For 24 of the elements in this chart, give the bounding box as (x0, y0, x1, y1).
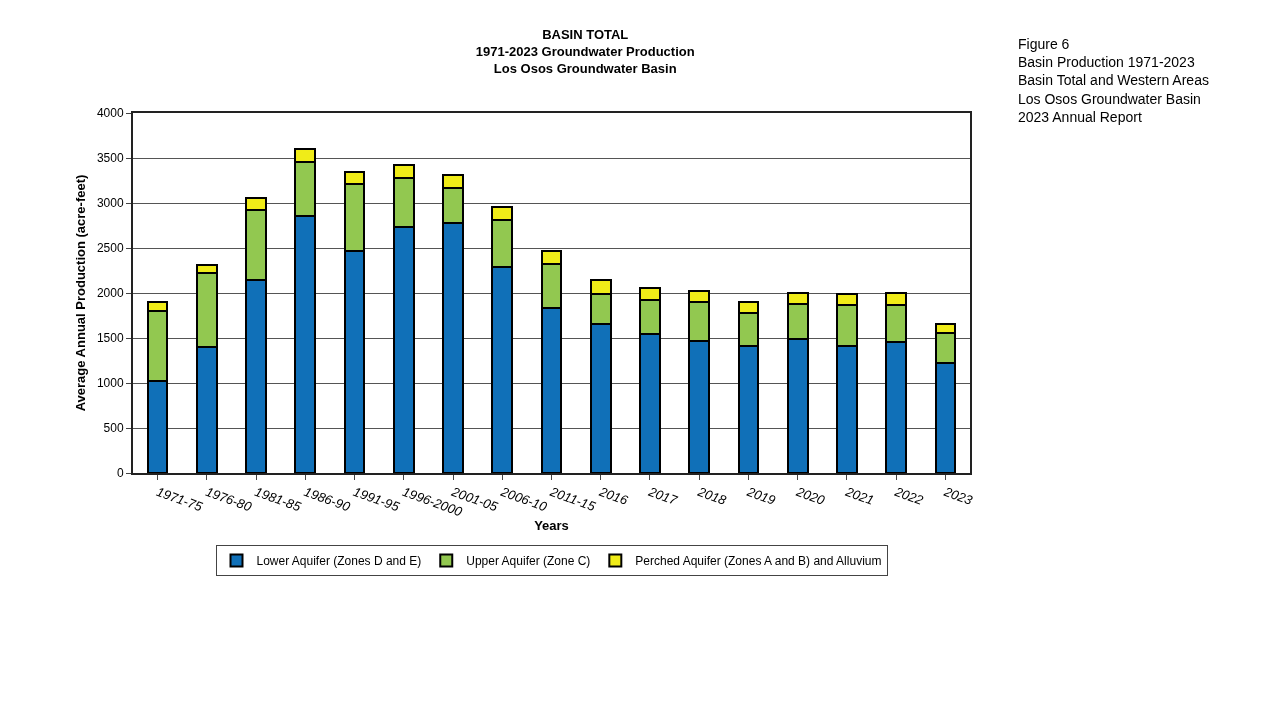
x-tick-label: 2017 (645, 483, 680, 509)
y-tick-label: 1000 (96, 376, 124, 391)
y-tick-label: 3500 (96, 151, 124, 166)
y-axis-title: Average Annual Production (acre-feet) (73, 174, 89, 412)
legend-label: Lower Aquifer (Zones D and E) (256, 554, 422, 569)
caption: Figure 6 Basin Production 1971-2023 Basin Total and Western Areas Los Osos Groundwater Basin 2023 Annual Report (1018, 36, 1209, 125)
x-tick-label: 2018 (695, 483, 729, 509)
y-tick-label: 4000 (96, 106, 124, 121)
x-tick-label: 2021 (842, 483, 876, 508)
y-tick-label: 3000 (96, 196, 124, 211)
chart-title: BASIN TOTAL 1971-2023 Groundwater Production Los Osos Groundwater Basin (475, 27, 695, 77)
y-tick-label: 0 (116, 466, 124, 481)
x-tick-label: 2022 (891, 483, 926, 509)
legend-label: Perched Aquifer (Zones A and B) and Alluvium (635, 554, 882, 569)
y-tick-label: 500 (103, 421, 124, 436)
x-tick-label: 2020 (793, 483, 828, 509)
x-tick-label: 2023 (941, 483, 976, 509)
y-tick-label: 1500 (96, 331, 124, 346)
y-tick-label: 2000 (96, 286, 124, 301)
legend-label: Upper Aquifer (Zone C) (466, 554, 591, 569)
y-tick-label: 2500 (96, 241, 124, 256)
x-tick-label: 2016 (596, 483, 631, 509)
x-axis-title: Years (534, 517, 569, 533)
x-tick-label: 2019 (744, 483, 778, 508)
